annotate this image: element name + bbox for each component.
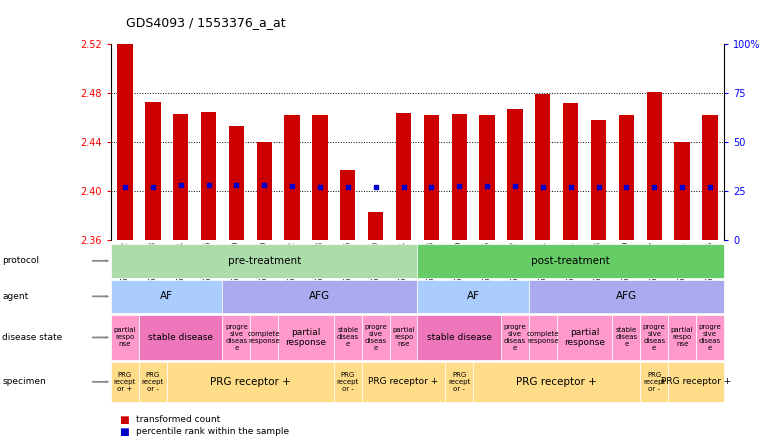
Text: stable disease: stable disease: [148, 333, 213, 342]
Text: progre
sive
diseas
e: progre sive diseas e: [699, 324, 722, 351]
Bar: [563, 103, 578, 240]
Bar: [702, 115, 718, 240]
Bar: [201, 111, 216, 240]
Bar: [257, 142, 272, 240]
Bar: [146, 102, 161, 240]
Text: progre
sive
diseas
e: progre sive diseas e: [365, 324, 387, 351]
Bar: [117, 43, 133, 240]
Text: PRG
recept
or -: PRG recept or -: [448, 372, 470, 392]
Text: PRG receptor +: PRG receptor +: [516, 377, 597, 387]
Text: AFG: AFG: [309, 291, 331, 301]
Bar: [229, 126, 244, 240]
Bar: [340, 170, 355, 240]
Text: PRG receptor +: PRG receptor +: [210, 377, 291, 387]
Text: PRG
recept
or -: PRG recept or -: [643, 372, 666, 392]
Text: complete
response: complete response: [248, 331, 280, 344]
Text: ■: ■: [119, 427, 129, 436]
Text: AFG: AFG: [616, 291, 637, 301]
Text: partial
response: partial response: [286, 328, 326, 347]
Text: transformed count: transformed count: [136, 415, 220, 424]
Text: disease state: disease state: [2, 333, 63, 342]
Text: PRG
recept
or -: PRG recept or -: [142, 372, 164, 392]
Text: PRG
recept
or +: PRG recept or +: [114, 372, 136, 392]
Text: progre
sive
diseas
e: progre sive diseas e: [503, 324, 526, 351]
Text: partial
respo
nse: partial respo nse: [113, 327, 136, 348]
Text: PRG receptor +: PRG receptor +: [661, 377, 731, 386]
Text: pre-treatment: pre-treatment: [228, 256, 301, 266]
Bar: [507, 109, 522, 240]
Text: GDS4093 / 1553376_a_at: GDS4093 / 1553376_a_at: [126, 16, 286, 28]
Bar: [535, 95, 551, 240]
Bar: [424, 115, 439, 240]
Text: partial
respo
nse: partial respo nse: [392, 327, 415, 348]
Text: stable disease: stable disease: [427, 333, 492, 342]
Text: agent: agent: [2, 292, 28, 301]
Bar: [284, 115, 300, 240]
Text: partial
respo
nse: partial respo nse: [671, 327, 693, 348]
Bar: [674, 142, 689, 240]
Text: partial
response: partial response: [564, 328, 605, 347]
Text: percentile rank within the sample: percentile rank within the sample: [136, 427, 289, 436]
Bar: [313, 115, 328, 240]
Text: post-treatment: post-treatment: [532, 256, 610, 266]
Text: ■: ■: [119, 415, 129, 424]
Bar: [480, 115, 495, 240]
Text: progre
sive
diseas
e: progre sive diseas e: [643, 324, 666, 351]
Bar: [647, 92, 662, 240]
Text: specimen: specimen: [2, 377, 46, 386]
Text: protocol: protocol: [2, 256, 39, 266]
Text: PRG
recept
or -: PRG recept or -: [337, 372, 359, 392]
Text: PRG receptor +: PRG receptor +: [368, 377, 439, 386]
Text: progre
sive
diseas
e: progre sive diseas e: [225, 324, 247, 351]
Bar: [396, 113, 411, 240]
Text: stable
diseas
e: stable diseas e: [337, 327, 359, 348]
Text: AF: AF: [466, 291, 480, 301]
Text: AF: AF: [160, 291, 173, 301]
Bar: [619, 115, 634, 240]
Bar: [591, 120, 606, 240]
Text: stable
diseas
e: stable diseas e: [615, 327, 637, 348]
Bar: [452, 114, 467, 240]
Text: complete
response: complete response: [526, 331, 559, 344]
Bar: [368, 212, 383, 240]
Bar: [173, 114, 188, 240]
